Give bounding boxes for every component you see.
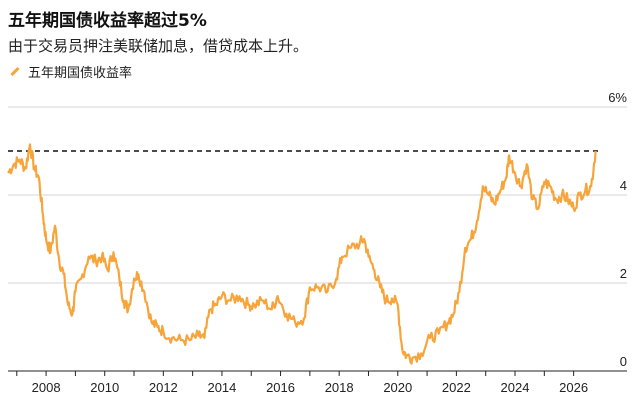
- legend-label: 五年期国债收益率: [28, 66, 133, 81]
- x-tick-label: 2026: [559, 380, 588, 395]
- x-tick-label: 2014: [207, 380, 236, 395]
- chart-title: 五年期国债收益率超过5%: [8, 11, 207, 31]
- y-tick-label: 2: [620, 266, 627, 281]
- x-tick-label: 2012: [149, 380, 178, 395]
- x-tick-label: 2020: [383, 380, 412, 395]
- chart-subtitle: 由于交易员押注美联储加息，借贷成本上升。: [8, 37, 309, 55]
- x-tick-label: 2022: [442, 380, 471, 395]
- legend: 五年期国债收益率: [8, 62, 132, 81]
- x-tick-label: 2016: [266, 380, 295, 395]
- x-tick-label: 2010: [90, 380, 119, 395]
- x-tick-label: 2024: [501, 380, 530, 395]
- x-tick-label: 2018: [325, 380, 354, 395]
- x-tick-label: 2008: [32, 380, 61, 395]
- y-tick-label: 6%: [608, 90, 627, 105]
- y-tick-label: 4: [620, 178, 627, 193]
- y-tick-label: 0: [620, 354, 627, 369]
- series-line: [7, 143, 597, 365]
